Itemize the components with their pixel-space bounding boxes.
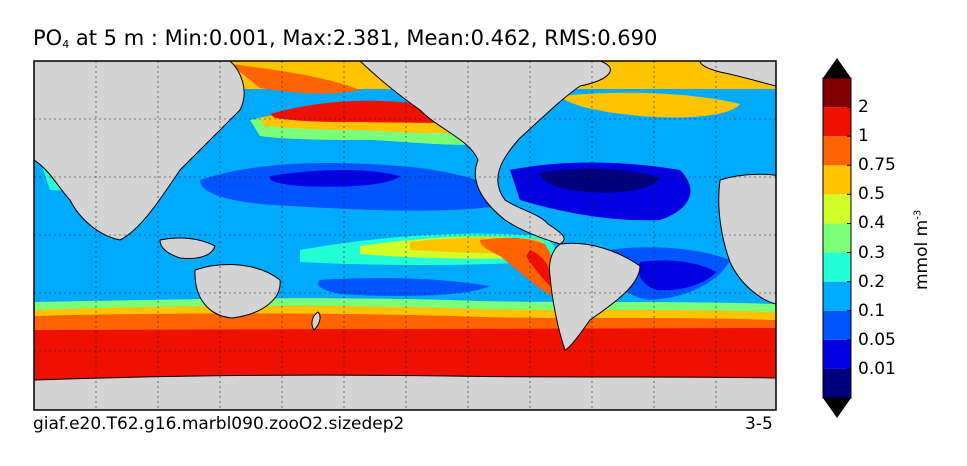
case-name: giaf.e20.T62.g16.marbl090.zooO2.sizedep2 — [33, 414, 405, 434]
colorbar-tick-label: 0.01 — [858, 358, 896, 379]
colorbar-tick-label: 0.3 — [858, 242, 886, 263]
australia-land — [194, 264, 281, 319]
map-frame — [33, 60, 777, 411]
colorbar-segment — [823, 310, 851, 340]
colorbar-segment — [823, 194, 851, 224]
graticule — [34, 61, 776, 410]
colorbar-segment — [823, 368, 851, 398]
colorbar-tick-label: 2 — [858, 97, 869, 118]
colorbar-segment — [823, 223, 851, 253]
colorbar-unit-label: mmol m-3 — [912, 209, 932, 290]
colorbar — [822, 58, 852, 418]
satl-gyre-core — [638, 260, 716, 291]
colorbar-tick-label: 0.2 — [858, 271, 886, 292]
po4-map — [34, 61, 776, 410]
colorbar-segment — [823, 78, 851, 108]
spac-gyre — [317, 278, 490, 296]
south-america-land — [549, 242, 641, 351]
colorbar-segment — [823, 252, 851, 282]
north-america-land — [359, 61, 611, 245]
africa-land — [718, 173, 776, 305]
colorbar-segment — [823, 136, 851, 166]
npac-gyre — [200, 163, 502, 211]
arctic-orange — [230, 64, 360, 94]
colorbar-segment — [823, 281, 851, 311]
colorbar-segment — [823, 107, 851, 137]
colorbar-extend-min — [823, 398, 851, 418]
colorbar-tick-label: 0.5 — [858, 184, 886, 205]
colorbar-frame — [822, 77, 852, 399]
npac-gyre-core — [269, 170, 400, 187]
colorbar-tick-label: 0.05 — [858, 329, 896, 350]
colorbar-segment — [823, 339, 851, 369]
antarctica-land — [34, 374, 776, 410]
colorbar-segment — [823, 165, 851, 195]
asia-land — [34, 61, 245, 241]
natl-gyre-core — [540, 168, 660, 193]
maritime-continent — [159, 237, 216, 259]
indian-ocean — [40, 238, 183, 294]
peru-upwelling-red — [526, 250, 551, 286]
southern-front-orange — [34, 313, 776, 330]
land-masses — [34, 61, 776, 410]
new-zealand — [311, 311, 321, 331]
colorbar-tick-label: 0.1 — [858, 300, 886, 321]
colorbar-tick-label: 0.75 — [858, 155, 896, 176]
map-title: PO4 at 5 m : Min:0.001, Max:2.381, Mean:… — [33, 26, 658, 51]
colorbar-extend-max — [823, 58, 851, 78]
colorbar-tick-label: 1 — [858, 126, 869, 147]
peru-upwelling-orange — [480, 237, 556, 296]
colorbar-tick-label: 0.4 — [858, 213, 886, 234]
greenland-land — [699, 61, 776, 87]
panel-id: 3-5 — [745, 414, 773, 434]
natl-subpolar — [560, 92, 740, 118]
